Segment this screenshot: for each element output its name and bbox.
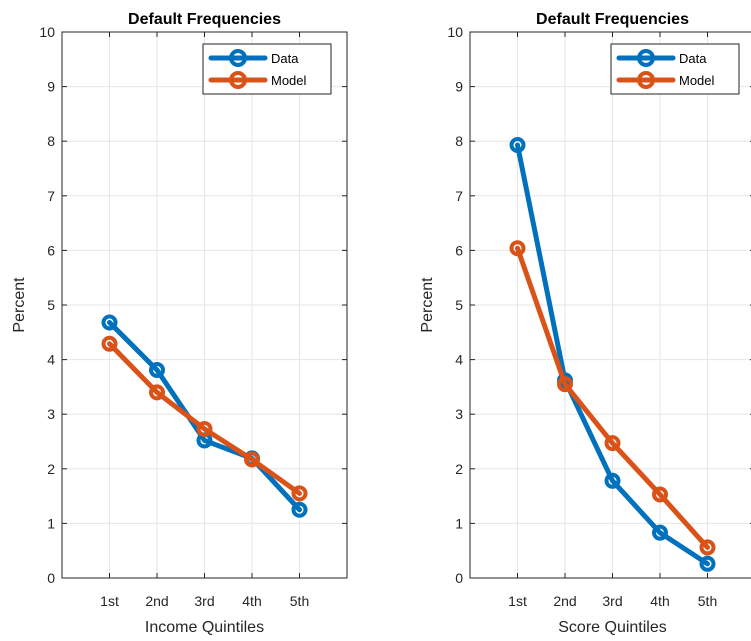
x-tick-label: 1st [508, 593, 527, 609]
data-point-model [557, 376, 573, 393]
data-point-model [604, 435, 621, 452]
data-point-data [652, 524, 668, 541]
y-tick-label: 7 [47, 188, 55, 204]
legend-box [202, 43, 332, 95]
data-point-model [699, 539, 716, 556]
series-line-data [107, 319, 302, 513]
chart-title: Default Frequencies [536, 11, 689, 28]
right-chart-panel: 0 1 2 3 4 5 6 7 8 9 10 1st 2nd 3rd 4th 5th Default Frequ… [419, 11, 751, 636]
y-tick-label: 4 [47, 352, 55, 368]
data-point-model [509, 240, 526, 257]
series-line-model [515, 245, 710, 550]
legend-box [610, 43, 740, 95]
x-axis-label: Income Quintiles [145, 619, 264, 636]
x-tick-label: 4th [650, 593, 669, 609]
y-tick-label: 10 [39, 24, 55, 40]
y-tick-label: 5 [47, 297, 55, 313]
data-point-data [291, 501, 308, 518]
y-tick-label: 6 [455, 242, 463, 258]
y-tick-label: 4 [455, 352, 463, 368]
y-tick-label: 2 [455, 461, 463, 477]
y-tick-label: 0 [455, 570, 463, 586]
y-tick-label: 10 [447, 24, 463, 40]
legend-marker-data [637, 49, 655, 67]
y-tick-label: 0 [47, 570, 55, 586]
series-line-model [107, 341, 302, 496]
chart-title: Default Frequencies [128, 11, 281, 28]
x-axis-label: Score Quintiles [558, 619, 667, 636]
y-tick-label: 7 [455, 188, 463, 204]
legend-label-data: Data [271, 51, 299, 66]
y-axis-label: Percent [419, 277, 436, 333]
y-tick-label: 9 [455, 79, 463, 95]
legend-label-model: Model [271, 73, 307, 88]
y-tick-label: 1 [455, 515, 463, 531]
data-point-model [149, 384, 165, 401]
y-tick-label: 3 [455, 406, 463, 422]
y-tick-label: 8 [455, 133, 463, 149]
x-tick-label: 3rd [194, 593, 214, 609]
data-point-model [291, 485, 308, 502]
y-axis-label: Percent [11, 277, 28, 333]
x-tick-label: 5th [290, 593, 309, 609]
series-line-data [515, 142, 710, 567]
y-tick-label: 5 [455, 297, 463, 313]
x-tick-label: 1st [100, 593, 119, 609]
legend-marker-model [229, 71, 247, 89]
x-tick-label: 2nd [553, 593, 576, 609]
x-tick-label: 3rd [602, 593, 622, 609]
y-tick-label: 2 [47, 461, 55, 477]
data-point-data [699, 555, 716, 572]
x-tick-label: 5th [698, 593, 717, 609]
data-point-model [101, 335, 118, 352]
legend-marker-model [637, 71, 655, 89]
data-point-data [604, 472, 621, 489]
legend-label-data: Data [679, 51, 707, 66]
y-tick-label: 6 [47, 242, 55, 258]
data-point-data [101, 314, 118, 331]
data-point-data [509, 137, 526, 154]
y-tick-label: 8 [47, 133, 55, 149]
data-point-data [149, 361, 165, 378]
y-tick-label: 1 [47, 515, 55, 531]
y-tick-label: 9 [47, 79, 55, 95]
legend-label-model: Model [679, 73, 715, 88]
y-tick-label: 3 [47, 406, 55, 422]
x-tick-label: 4th [242, 593, 261, 609]
legend-marker-data [229, 49, 247, 67]
data-point-model [196, 420, 213, 437]
data-point-model [244, 451, 260, 468]
x-tick-label: 2nd [145, 593, 168, 609]
left-chart-panel: 0 1 2 3 4 5 6 7 8 9 10 1st 2nd 3rd 4th 5th Default Frequ… [11, 11, 348, 636]
data-point-model [652, 486, 668, 503]
